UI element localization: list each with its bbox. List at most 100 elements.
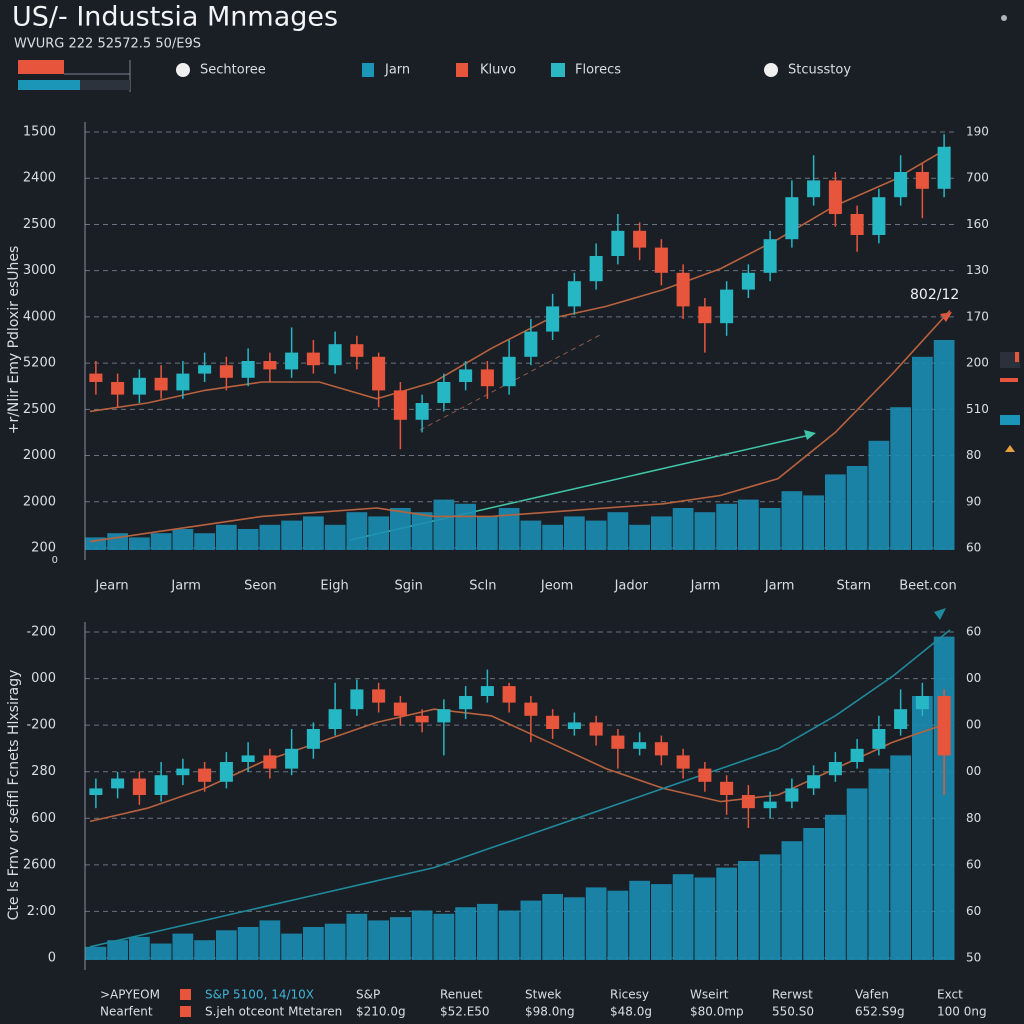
y-axis-label: 2000 [23,494,56,509]
candle-body [154,775,168,795]
candle-body [306,729,320,749]
footer-cell: Vafen [855,988,889,1002]
footer-cell: 652.S9g [855,1005,905,1019]
x-tick-label: Jador [614,579,649,594]
y2-axis-label: 80 [966,811,981,825]
candle-body [393,702,407,716]
candle-body [89,788,103,795]
x-tick-label: Jearn [94,579,128,594]
y-axis-label: 000 [31,671,56,686]
volume-bar [585,520,607,550]
volume-bar [455,907,476,960]
legend-marker [362,63,374,77]
candle-body [285,352,299,370]
volume-bar [368,516,389,550]
candle-body [763,239,777,273]
candle-body [372,689,386,703]
candle-body [219,365,233,378]
volume-bar [868,440,890,550]
footer-cell: 550.S0 [772,1005,814,1019]
candle-body [111,382,125,395]
candle-body [480,369,494,387]
volume-bar [433,913,455,960]
side-indicators [1000,15,1020,452]
volume-bar [129,537,150,550]
origin-label: 0 [52,555,58,566]
candle-body [654,247,668,273]
candle-body [763,801,777,809]
y2-axis-label: 60 [966,541,981,555]
candle-body [393,390,407,420]
y2-axis-label: 130 [966,263,989,277]
candle-body [198,768,212,782]
volume-bar [803,828,824,960]
menu-dot [1001,15,1007,21]
candle-body [437,382,451,403]
candle-body [111,778,125,789]
progress-bar [18,60,64,74]
indicator [1005,445,1015,452]
arrow-head [934,608,946,620]
footer-cell: $98.0ng [525,1005,575,1019]
y2-axis-label: 60 [966,857,981,871]
candle-body [546,306,560,332]
y-axis-label: 3000 [23,263,56,278]
volume-bar [629,880,650,960]
candle-body [915,172,929,189]
candle-body [698,768,712,782]
moving-average [89,629,951,948]
y-axis-label: 5200 [23,356,56,371]
volume-bar [455,503,476,550]
y2-axis-label: 200 [966,356,989,370]
volume-bar [694,877,716,960]
candle-body [89,373,103,382]
legend-marker [456,63,468,77]
candle-body [741,795,755,809]
candle-body [219,762,233,782]
candle-body [611,230,625,256]
y2-axis-label: 170 [966,309,989,323]
volume-bar [498,910,520,960]
candle-body [850,748,864,762]
volume-bar [759,508,781,550]
x-tick-label: Starn [836,579,871,594]
x-tick-label: Jarm [690,579,721,594]
candle-body [611,735,625,749]
volume-bar [759,854,781,960]
chart-panel: 1500240025003000400052002500200020002001… [6,122,989,594]
y2-axis-label: 190 [966,125,989,139]
footer-cell: >APYEOM [100,988,160,1002]
legend-label: Jarn [384,63,410,78]
candle-body [328,709,342,729]
y-axis-label: 2500 [23,217,56,232]
y2-axis-label: 50 [966,951,981,965]
candle-body [459,696,473,710]
candle-body [176,373,190,391]
candle-body [828,762,842,776]
legend-label: Sechtoree [200,63,266,78]
candle-body [850,214,864,235]
volume-bar [324,923,346,960]
volume-bar [346,913,368,960]
candle-body [176,768,190,776]
candle-body [828,180,842,214]
volume-bar [520,520,542,550]
volume-bar [651,884,672,960]
x-tick-label: Seon [244,579,276,594]
footer-cell: S&P [356,988,380,1002]
volume-bar [194,533,215,550]
volume-bar [368,920,389,960]
volume-bar [716,867,737,960]
candle-body [372,356,386,391]
volume-bar [694,512,716,550]
x-tick-label: Beet.con [899,579,956,594]
title: US/- Industsia Mnmages [12,2,338,33]
volume-bar [303,927,324,960]
chart-panel: -200 000 -200 280 600 2600 2:00 0 60 00 00 00 80 60 60… [6,622,981,970]
volume-bar [85,946,107,960]
candle-body [720,781,734,795]
volume-bar [672,508,694,550]
volume-bar [933,340,955,550]
legend-label: Kluvo [480,63,516,78]
